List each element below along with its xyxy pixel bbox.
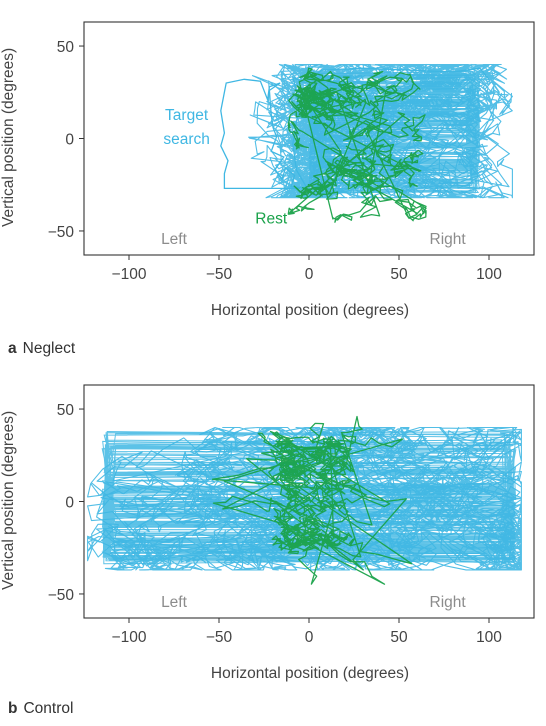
panel-caption: a Neglect [8, 340, 75, 358]
panel-neglect: −100 −50 0 50 100 50 0 −50 Left Right Target search… [0, 21, 535, 358]
panel-control: −100 −50 0 50 100 50 0 −50 Left Right Vertical po… [0, 363, 546, 726]
right-side-label: Right [430, 594, 467, 611]
x-tick-label: −100 [112, 266, 147, 283]
x-tick-label: 50 [390, 266, 408, 283]
left-side-label: Left [161, 231, 188, 248]
y-tick-label: 50 [57, 402, 75, 419]
left-side-label: Left [161, 594, 188, 611]
panel-letter: a [8, 340, 17, 357]
x-tick-label: 50 [390, 629, 408, 646]
control-chart: −100 −50 0 50 100 50 0 −50 Left Right [48, 384, 535, 646]
x-axis-label: Horizontal position (degrees) [210, 302, 410, 319]
trace-area [87, 415, 522, 585]
x-tick-label: 0 [305, 629, 314, 646]
panel-title: Control [23, 700, 74, 717]
y-tick-label: −50 [48, 587, 75, 604]
right-side-label: Right [430, 231, 467, 248]
neglect-chart: −100 −50 0 50 100 50 0 −50 Left Right Target search… [48, 21, 535, 283]
panel-caption: b Control [8, 700, 73, 718]
green-trace [287, 67, 427, 223]
y-axis-label: Vertical position (degrees) [0, 47, 17, 227]
x-tick-label: −100 [112, 629, 147, 646]
target-search-label: Target [165, 107, 209, 124]
blue-sweep-trace [101, 430, 517, 565]
blue-outline-trace [220, 67, 490, 190]
green-trace [211, 415, 413, 585]
panel-letter: b [8, 700, 18, 717]
x-tick-label: −50 [206, 266, 233, 283]
x-tick-label: −50 [206, 629, 233, 646]
x-tick-label: 0 [305, 266, 314, 283]
y-tick-label: 0 [65, 495, 74, 512]
y-tick-label: −50 [48, 224, 75, 241]
trace-area [220, 63, 513, 223]
x-axis-label: Horizontal position (degrees) [210, 665, 410, 682]
panel-title: Neglect [22, 340, 76, 357]
x-tick-label: 100 [476, 629, 502, 646]
x-tick-label: 100 [476, 266, 502, 283]
y-tick-label: 50 [57, 39, 75, 56]
y-tick-label: 0 [65, 132, 74, 149]
rest-label: Rest [255, 211, 288, 228]
target-search-label-line2: search [163, 131, 210, 148]
y-axis-label: Vertical position (degrees) [0, 410, 17, 590]
